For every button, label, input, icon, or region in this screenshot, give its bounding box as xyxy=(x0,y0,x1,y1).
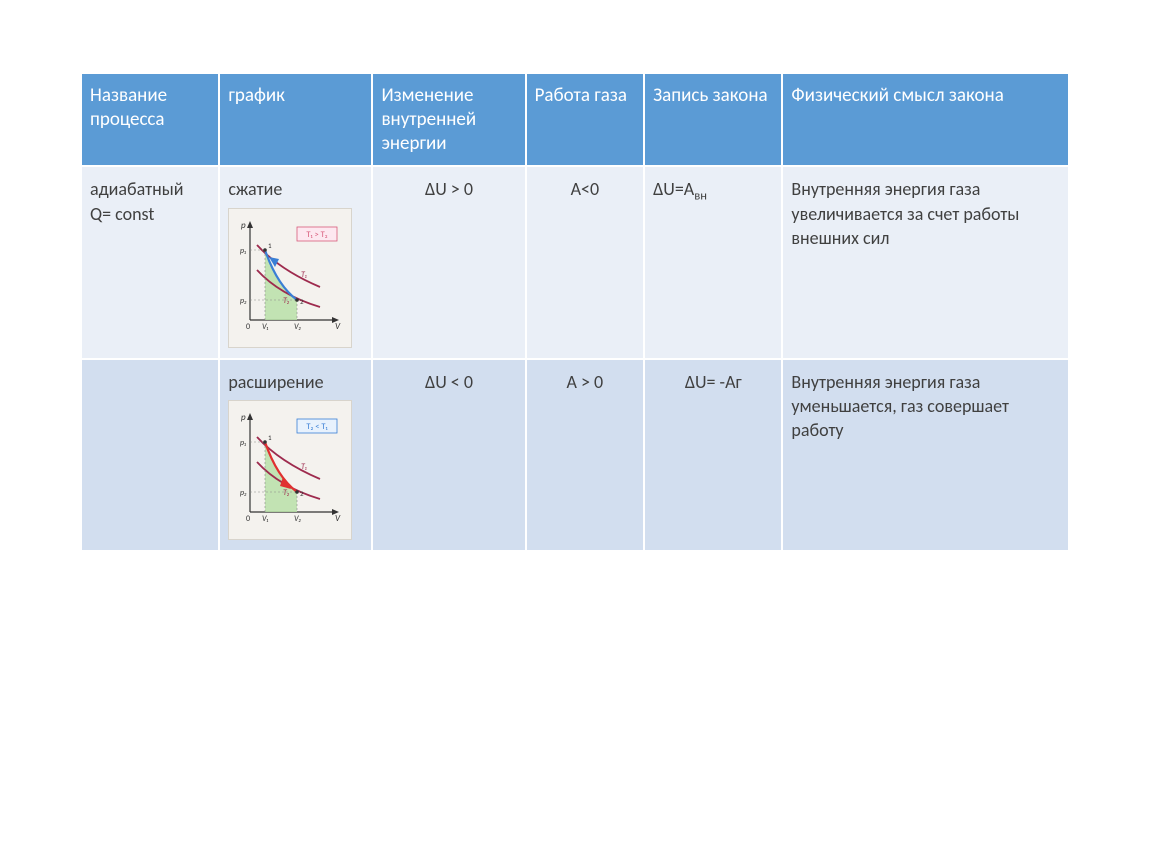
cell-meaning-0: Внутренняя энергия газа увеличивается за… xyxy=(782,166,1069,359)
svg-text:2: 2 xyxy=(300,297,304,306)
svg-text:V₁: V₁ xyxy=(262,514,269,524)
cell-work-0: А<0 xyxy=(526,166,645,359)
chart-expansion: p V 0 T₂ < T₁ T₁ T₂ xyxy=(228,400,352,540)
chart-compression: p V 0 T₁ > T₂ T₁ T₂ xyxy=(228,208,352,348)
svg-text:1: 1 xyxy=(268,241,272,250)
svg-text:T₁: T₁ xyxy=(301,270,307,280)
cell-law-0: ΔU=Aвн xyxy=(644,166,782,359)
svg-text:0: 0 xyxy=(246,322,250,332)
process-name-0: адиабатныйQ= const xyxy=(90,177,210,226)
svg-text:T₁: T₁ xyxy=(301,462,307,472)
svg-text:p: p xyxy=(241,412,246,423)
graph-label-0: сжатие xyxy=(228,177,363,201)
graph-label-1: расширение xyxy=(228,370,363,394)
th-deltau: Изменение внутренней энергии xyxy=(372,73,525,166)
cell-meaning-1: Внутренняя энергия газа уменьшается, газ… xyxy=(782,359,1069,552)
cell-process-1 xyxy=(81,359,219,552)
svg-text:p: p xyxy=(241,220,246,231)
cell-graph-1: расширение p V 0 T₂ < T₁ xyxy=(219,359,372,552)
condition-text-1: T₂ < T₁ xyxy=(307,422,329,432)
cell-work-1: А > 0 xyxy=(526,359,645,552)
svg-text:V₂: V₂ xyxy=(294,514,302,524)
row-expansion: расширение p V 0 T₂ < T₁ xyxy=(81,359,1069,552)
header-row: Название процесса график Изменение внутр… xyxy=(81,73,1069,166)
svg-text:p₂: p₂ xyxy=(240,488,247,498)
pv-diagram-compression: p V 0 T₁ > T₂ T₁ T₂ xyxy=(235,215,345,335)
th-work: Работа газа xyxy=(526,73,645,166)
th-graph: график xyxy=(219,73,372,166)
thermodynamics-table: Название процесса график Изменение внутр… xyxy=(80,72,1070,552)
condition-text-0: T₁ > T₂ xyxy=(307,230,328,240)
svg-text:V₂: V₂ xyxy=(294,322,302,332)
svg-text:p₂: p₂ xyxy=(240,296,247,306)
svg-text:p₁: p₁ xyxy=(240,438,246,448)
th-law: Запись закона xyxy=(644,73,782,166)
svg-text:V₁: V₁ xyxy=(262,322,269,332)
svg-text:1: 1 xyxy=(268,433,272,442)
cell-process-0: адиабатныйQ= const xyxy=(81,166,219,359)
cell-deltau-0: ΔU > 0 xyxy=(372,166,525,359)
pv-diagram-expansion: p V 0 T₂ < T₁ T₁ T₂ xyxy=(235,407,345,527)
row-compression: адиабатныйQ= const сжатие p V 0 xyxy=(81,166,1069,359)
th-meaning: Физический смысл закона xyxy=(782,73,1069,166)
svg-text:T₂: T₂ xyxy=(283,488,290,498)
svg-text:T₂: T₂ xyxy=(283,296,290,306)
cell-deltau-1: ΔU < 0 xyxy=(372,359,525,552)
svg-text:p₁: p₁ xyxy=(240,246,246,256)
svg-text:0: 0 xyxy=(246,514,250,524)
svg-text:V: V xyxy=(335,321,341,332)
svg-text:V: V xyxy=(335,513,341,524)
th-process: Название процесса xyxy=(81,73,219,166)
cell-law-1: ΔU= -Aг xyxy=(644,359,782,552)
svg-text:2: 2 xyxy=(300,489,304,498)
cell-graph-0: сжатие p V 0 T₁ > T₂ xyxy=(219,166,372,359)
